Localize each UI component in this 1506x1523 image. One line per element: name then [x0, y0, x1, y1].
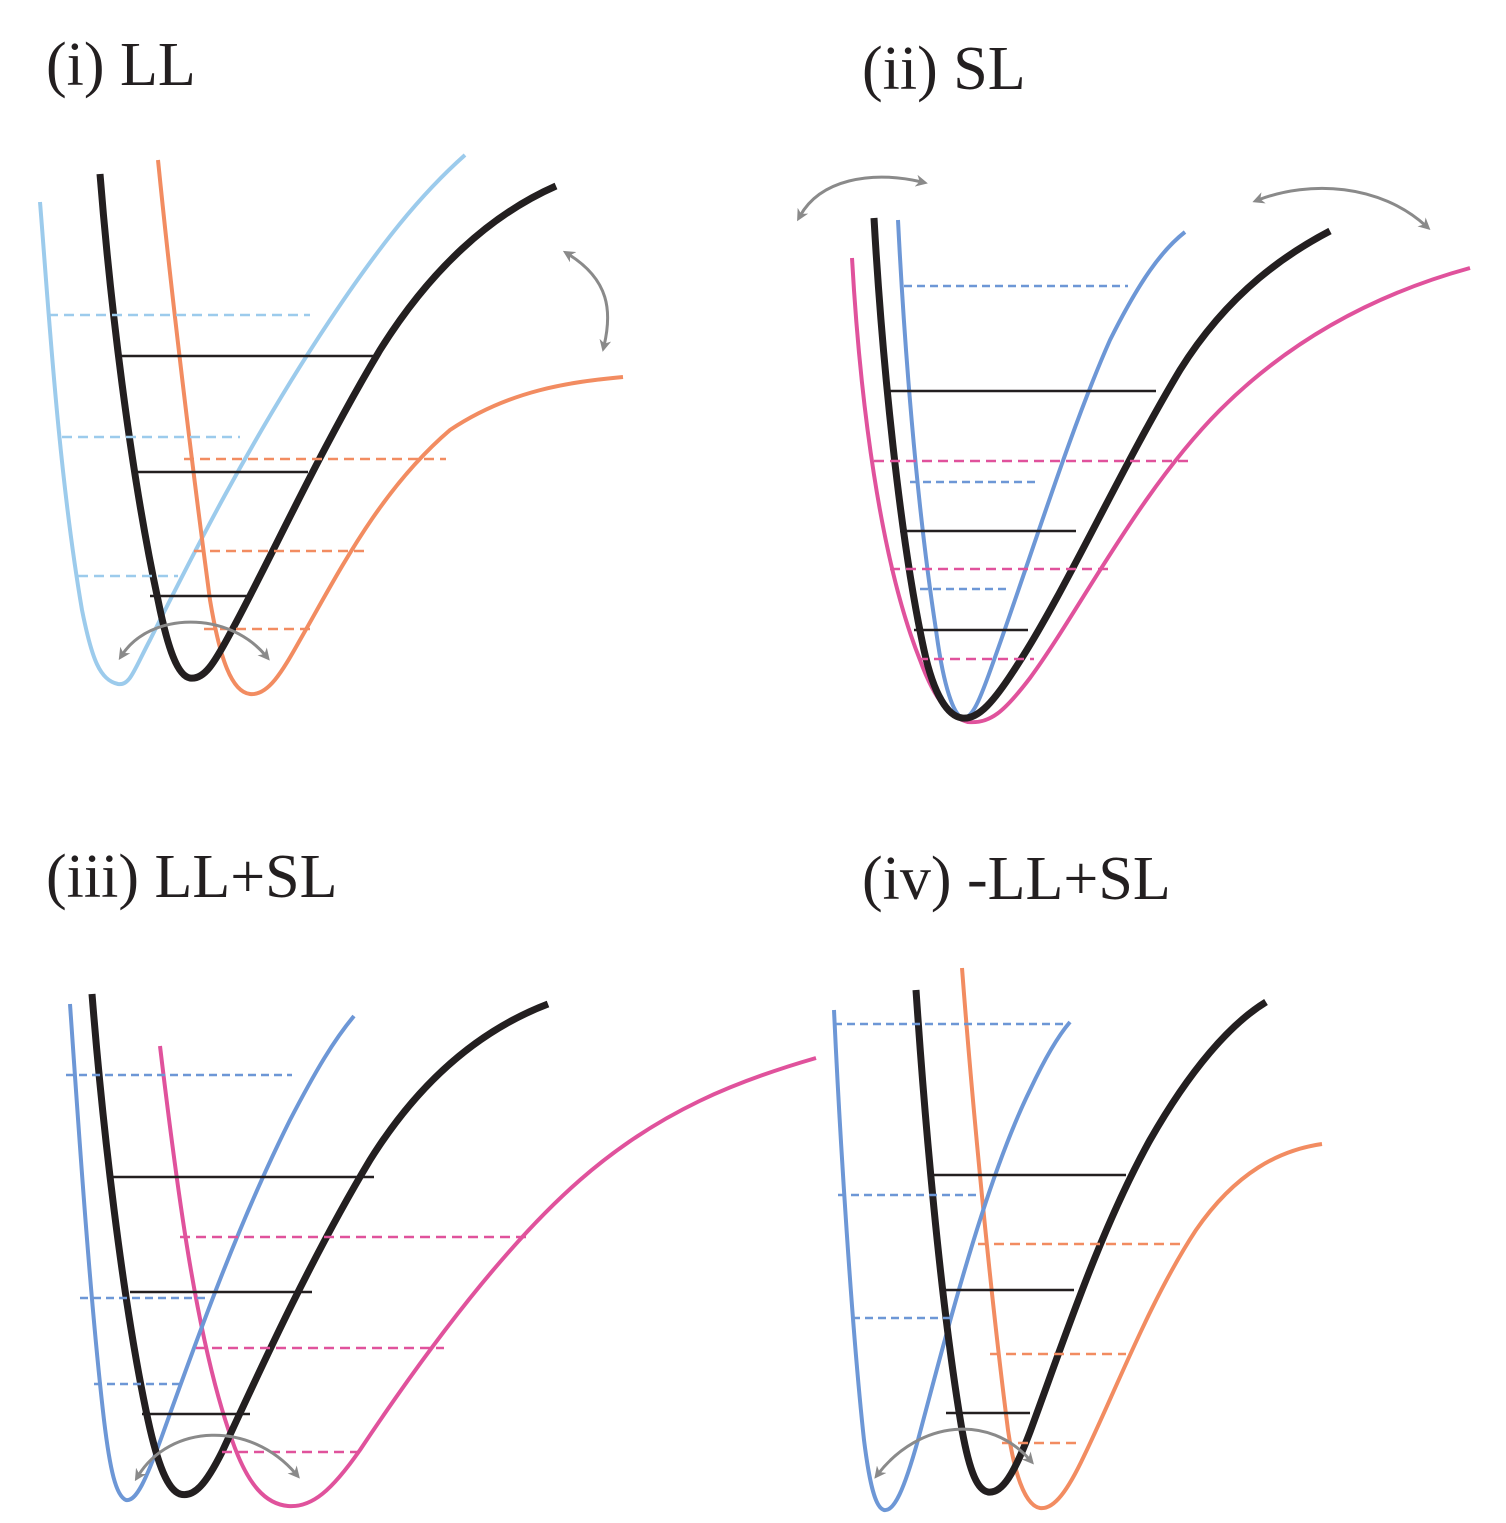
orange-potential-curve [960, 967, 1323, 1511]
orange-potential-curve [156, 159, 624, 697]
panel-ii [797, 174, 1471, 725]
magenta-potential-curve [850, 257, 1471, 725]
blue-potential-curve [832, 1009, 1072, 1513]
stretch-arrow-right [1252, 186, 1431, 231]
coupling-arrow [874, 1427, 1034, 1479]
ground-potential-curve [870, 217, 1332, 722]
panel-i [38, 153, 624, 697]
panel-title-ii: (ii) SL [862, 35, 1026, 103]
panel-title-iii: (iii) LL+SL [46, 843, 338, 911]
coupling-arrow [118, 620, 270, 661]
panel-iii [66, 993, 817, 1509]
panel-iv [832, 967, 1323, 1513]
panel-title-iv: (iv) -LL+SL [862, 845, 1171, 913]
blue-potential-curve [68, 1003, 356, 1503]
panel-title-i: (i) LL [46, 31, 196, 99]
magenta-potential-curve [158, 1045, 817, 1509]
shift-arrow [562, 250, 612, 352]
stretch-arrow-left [797, 174, 928, 222]
blue-potential-curve [896, 219, 1187, 721]
coupling-arrow [134, 1433, 300, 1482]
